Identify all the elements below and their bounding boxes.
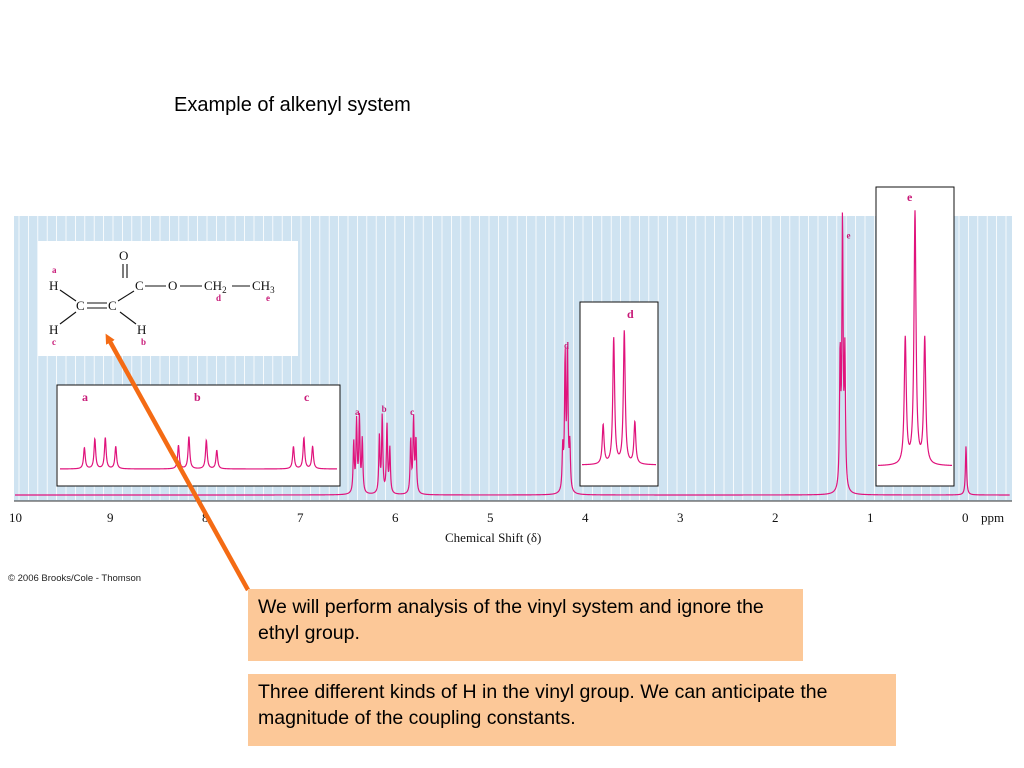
x-tick-label: 6 xyxy=(392,510,399,525)
atom-ch3: CH3 xyxy=(252,278,275,295)
x-tick-label: 4 xyxy=(582,510,589,525)
atom-o-ester: O xyxy=(168,278,177,293)
inset-label-c: c xyxy=(304,390,310,404)
inset-e-trace xyxy=(877,210,953,467)
note-coupling-constants: Three different kinds of H in the vinyl … xyxy=(248,674,896,746)
x-tick-label: 5 xyxy=(487,510,494,525)
structure-label-c: c xyxy=(52,337,56,347)
peak-label-e: e xyxy=(847,231,851,241)
peak-label-b: b xyxy=(382,404,387,414)
atom-h-b: H xyxy=(137,322,146,337)
x-tick-label: 3 xyxy=(677,510,684,525)
inset-label-a: a xyxy=(82,390,88,404)
atom-o-carbonyl: O xyxy=(119,248,128,263)
inset-label-b: b xyxy=(194,390,201,404)
note-vinyl-analysis: We will perform analysis of the vinyl sy… xyxy=(248,589,803,661)
structure-label-d: d xyxy=(216,293,221,303)
slide-title: Example of alkenyl system xyxy=(174,94,411,116)
atom-h-a: H xyxy=(49,278,58,293)
structure-label-e: e xyxy=(266,293,270,303)
atom-c1: C xyxy=(76,298,85,313)
x-axis-label: Chemical Shift (δ) xyxy=(445,530,541,545)
atom-ch2: CH2 xyxy=(204,278,227,295)
atom-c-carbonyl: C xyxy=(135,278,144,293)
x-tick-label: 1 xyxy=(867,510,874,525)
spectrum-trace xyxy=(15,212,1010,496)
inset-label-d: d xyxy=(627,307,634,321)
x-tick-label: 10 xyxy=(9,510,22,525)
inset-d-trace xyxy=(582,330,656,466)
x-tick-label: 9 xyxy=(107,510,114,525)
atom-h-c: H xyxy=(49,322,58,337)
inset-triplet-e: e xyxy=(875,186,955,487)
inset-vinyl: a b c xyxy=(56,384,341,487)
inset-vinyl-trace xyxy=(60,436,338,470)
copyright: © 2006 Brooks/Cole - Thomson xyxy=(8,573,142,584)
structure-diagram: O C O CH2 CH3 H C C H H a b c d e xyxy=(38,241,298,356)
inset-quartet-d: d xyxy=(579,301,659,487)
peak-label-a: a xyxy=(355,407,360,417)
atom-c2: C xyxy=(108,298,117,313)
x-tick-label: 0 xyxy=(962,510,969,525)
structure-label-b: b xyxy=(141,337,146,347)
peak-label-d: d xyxy=(564,340,569,350)
x-unit: ppm xyxy=(981,510,1004,525)
structure-label-a: a xyxy=(52,265,57,275)
x-tick-label: 7 xyxy=(297,510,304,525)
inset-label-e: e xyxy=(907,190,913,204)
x-tick-label: 2 xyxy=(772,510,779,525)
peak-label-c: c xyxy=(410,407,414,417)
pointer-arrow xyxy=(105,333,250,592)
